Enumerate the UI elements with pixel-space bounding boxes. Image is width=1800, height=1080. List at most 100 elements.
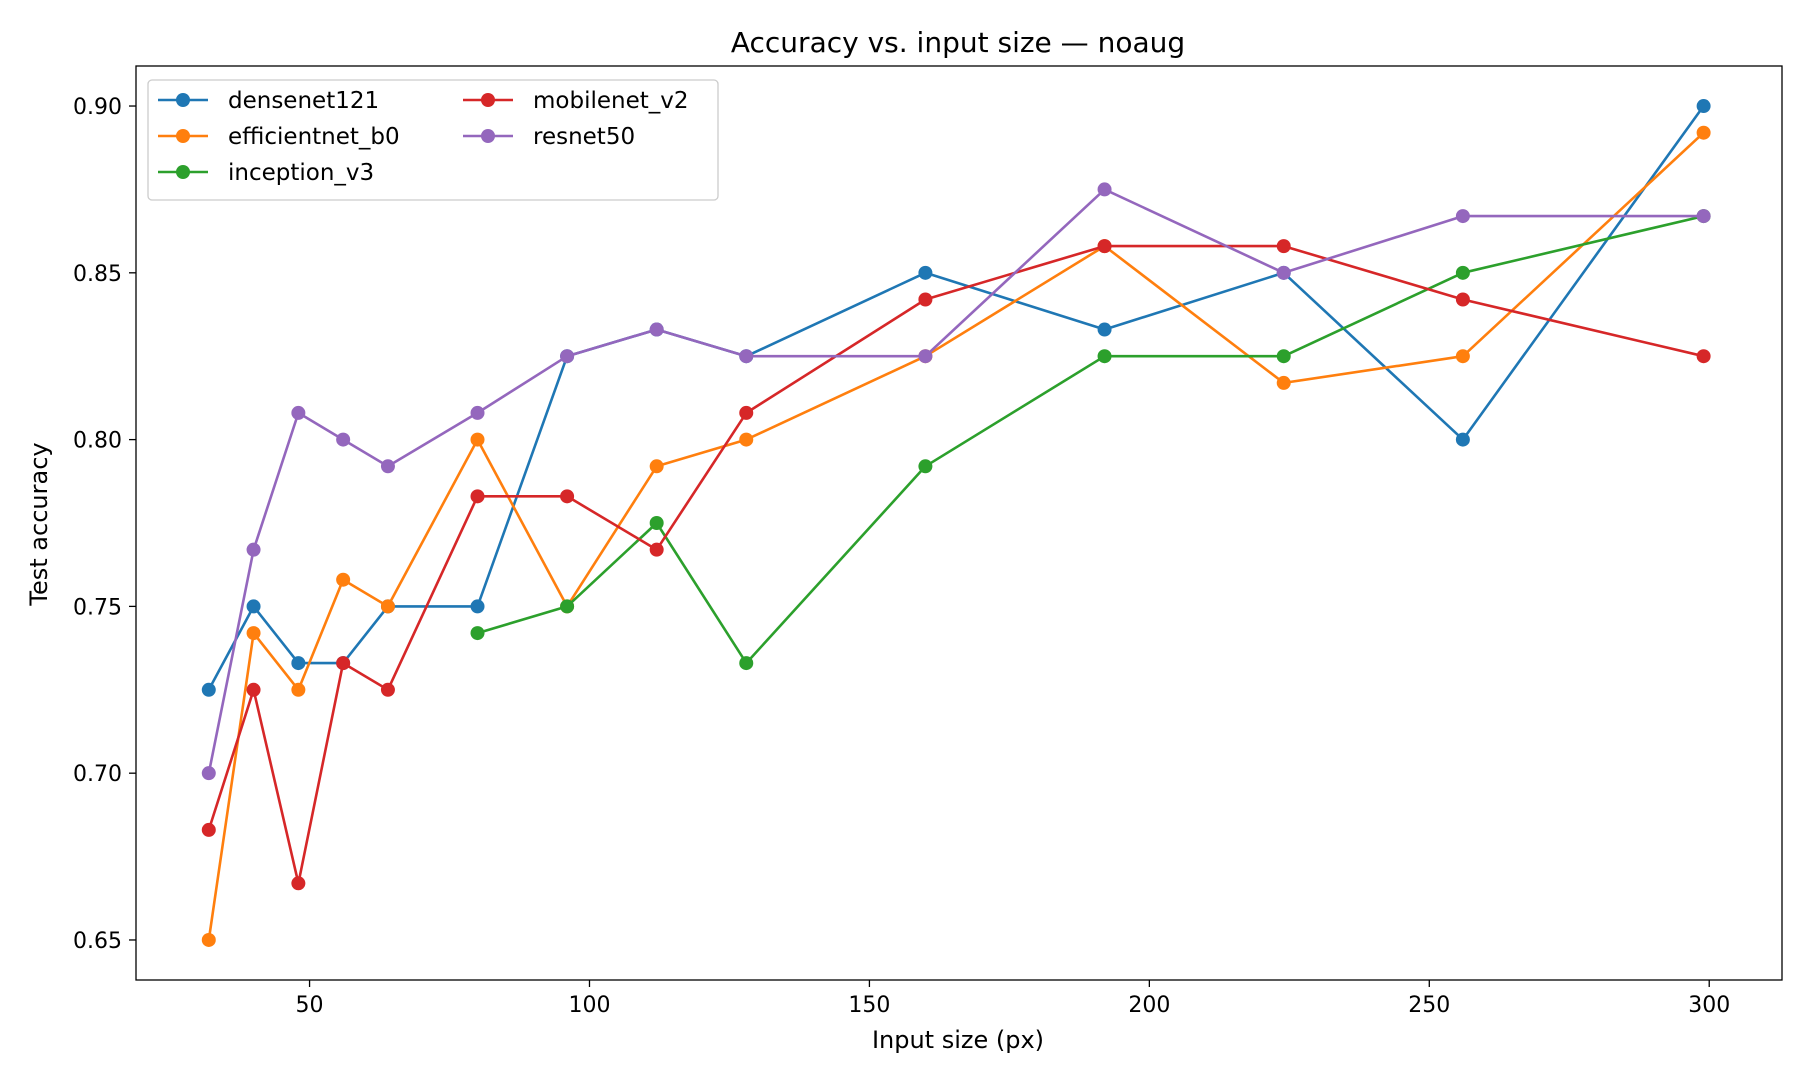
data-point-resnet50 bbox=[1455, 209, 1470, 224]
data-point-densenet121 bbox=[1097, 322, 1112, 337]
data-point-resnet50 bbox=[739, 349, 754, 364]
y-tick-label: 0.85 bbox=[73, 262, 122, 287]
legend-label: mobilenet_v2 bbox=[533, 88, 689, 114]
x-axis: 50 100 150 200 250 300 bbox=[296, 980, 1730, 1018]
data-point-inception_v3 bbox=[918, 459, 933, 474]
data-point-inception_v3 bbox=[739, 656, 754, 671]
plot-area bbox=[135, 65, 1783, 981]
data-point-densenet121 bbox=[918, 265, 933, 280]
legend-marker bbox=[176, 93, 190, 107]
x-tick-label: 300 bbox=[1688, 993, 1730, 1018]
y-tick-label: 0.70 bbox=[73, 762, 122, 787]
y-tick-label: 0.80 bbox=[73, 429, 122, 454]
series-line-mobilenet_v2 bbox=[207, 244, 1704, 885]
y-axis: 0.65 0.70 0.75 0.80 0.85 0.90 bbox=[73, 95, 136, 954]
legend-marker bbox=[481, 129, 495, 143]
data-point-mobilenet_v2 bbox=[739, 405, 754, 420]
data-point-inception_v3 bbox=[1455, 265, 1470, 280]
data-point-mobilenet_v2 bbox=[1455, 292, 1470, 307]
legend-marker bbox=[176, 165, 190, 179]
data-point-inception_v3 bbox=[1097, 349, 1112, 364]
data-point-resnet50 bbox=[918, 349, 933, 364]
x-axis-label: Input size (px) bbox=[872, 1026, 1044, 1054]
data-point-resnet50 bbox=[470, 405, 485, 420]
data-point-resnet50 bbox=[336, 432, 351, 447]
x-tick-label: 150 bbox=[848, 993, 890, 1018]
data-point-mobilenet_v2 bbox=[201, 822, 216, 837]
data-point-inception_v3 bbox=[470, 626, 485, 641]
data-point-resnet50 bbox=[1097, 182, 1112, 197]
data-point-efficientnet_b0 bbox=[649, 459, 664, 474]
data-point-densenet121 bbox=[201, 682, 216, 697]
data-point-resnet50 bbox=[380, 459, 395, 474]
y-tick-label: 0.75 bbox=[73, 595, 122, 620]
legend-item-efficientnet_b0: efficientnet_b0 bbox=[158, 124, 400, 150]
data-point-efficientnet_b0 bbox=[380, 599, 395, 614]
data-point-mobilenet_v2 bbox=[1696, 349, 1711, 364]
x-tick-label: 250 bbox=[1408, 993, 1450, 1018]
series-layer bbox=[201, 99, 1711, 947]
series-line-efficientnet_b0 bbox=[207, 131, 1705, 941]
data-point-resnet50 bbox=[201, 766, 216, 781]
data-point-efficientnet_b0 bbox=[1455, 349, 1470, 364]
chart-title: Accuracy vs. input size — noaug bbox=[731, 26, 1185, 59]
x-tick-label: 100 bbox=[568, 993, 610, 1018]
series-inception_v3 bbox=[470, 209, 1711, 671]
data-point-inception_v3 bbox=[649, 516, 664, 530]
data-point-densenet121 bbox=[291, 656, 306, 671]
legend-item-densenet121: densenet121 bbox=[158, 88, 379, 114]
legend-item-mobilenet_v2: mobilenet_v2 bbox=[463, 88, 689, 114]
data-point-mobilenet_v2 bbox=[470, 489, 485, 504]
data-point-inception_v3 bbox=[560, 599, 575, 614]
data-point-mobilenet_v2 bbox=[380, 682, 395, 697]
data-point-efficientnet_b0 bbox=[246, 626, 261, 641]
data-point-efficientnet_b0 bbox=[291, 682, 306, 697]
data-point-mobilenet_v2 bbox=[291, 876, 306, 891]
data-point-efficientnet_b0 bbox=[201, 932, 216, 947]
x-tick-label: 200 bbox=[1128, 993, 1170, 1018]
data-point-densenet121 bbox=[470, 599, 485, 614]
data-point-mobilenet_v2 bbox=[1276, 239, 1291, 254]
data-point-resnet50 bbox=[1696, 209, 1711, 224]
data-point-resnet50 bbox=[291, 405, 306, 420]
data-point-efficientnet_b0 bbox=[739, 432, 754, 447]
legend-item-inception_v3: inception_v3 bbox=[158, 160, 374, 186]
plot-frame bbox=[135, 65, 1783, 981]
y-tick-label: 0.90 bbox=[73, 95, 122, 120]
legend-label: resnet50 bbox=[533, 124, 635, 150]
legend-box bbox=[147, 79, 719, 201]
data-point-mobilenet_v2 bbox=[560, 489, 575, 504]
data-point-resnet50 bbox=[1276, 265, 1291, 280]
series-line-resnet50 bbox=[207, 188, 1704, 774]
data-point-mobilenet_v2 bbox=[1097, 239, 1112, 254]
data-point-efficientnet_b0 bbox=[1276, 375, 1291, 390]
data-point-densenet121 bbox=[246, 599, 261, 614]
legend-marker bbox=[481, 93, 495, 107]
data-point-resnet50 bbox=[246, 542, 261, 557]
legend-marker bbox=[176, 129, 190, 143]
data-point-mobilenet_v2 bbox=[336, 656, 351, 671]
legend: densenet121 efficientnet_b0 inception_v3 mo… bbox=[147, 79, 719, 201]
data-point-mobilenet_v2 bbox=[246, 682, 261, 697]
data-point-efficientnet_b0 bbox=[470, 432, 485, 447]
data-point-densenet121 bbox=[1455, 432, 1470, 447]
data-point-efficientnet_b0 bbox=[1696, 125, 1711, 140]
data-point-densenet121 bbox=[1696, 99, 1711, 114]
data-point-inception_v3 bbox=[1276, 349, 1291, 364]
x-tick-label: 50 bbox=[296, 993, 324, 1018]
legend-label: inception_v3 bbox=[228, 160, 374, 186]
legend-label: efficientnet_b0 bbox=[228, 124, 400, 150]
data-point-mobilenet_v2 bbox=[649, 542, 664, 557]
y-axis-label: Test accuracy bbox=[25, 442, 53, 606]
y-tick-label: 0.65 bbox=[73, 929, 122, 954]
data-point-resnet50 bbox=[560, 349, 575, 364]
legend-label: densenet121 bbox=[228, 88, 379, 114]
series-resnet50 bbox=[201, 182, 1711, 781]
data-point-mobilenet_v2 bbox=[918, 292, 933, 307]
data-point-efficientnet_b0 bbox=[336, 572, 351, 587]
series-mobilenet_v2 bbox=[201, 239, 1711, 891]
data-point-resnet50 bbox=[649, 322, 664, 337]
legend-item-resnet50: resnet50 bbox=[463, 124, 635, 150]
